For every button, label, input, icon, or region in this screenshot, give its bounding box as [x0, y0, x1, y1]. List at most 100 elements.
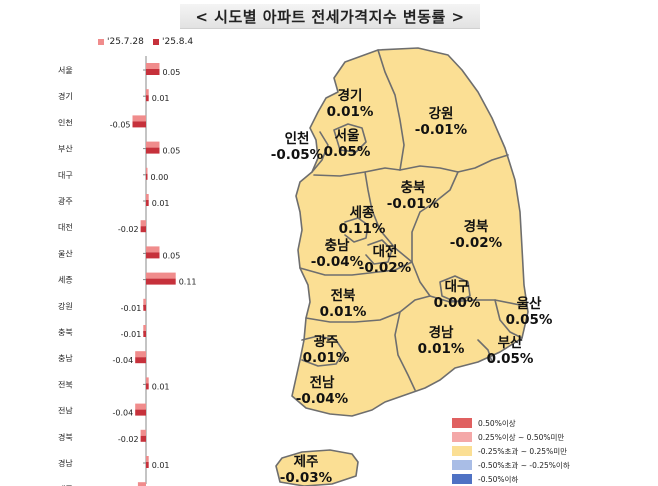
bar-value-label: 0.05	[163, 68, 181, 77]
border-sejong	[344, 217, 369, 243]
chart-title-bar: < 시도별 아파트 전세가격지수 변동률 >	[180, 4, 480, 29]
bar-prev	[137, 482, 146, 486]
map-region-name: 인천	[284, 131, 310, 147]
map-region-name: 충북	[400, 180, 426, 196]
map-label-gyeongbuk: 경북 -0.02%	[450, 219, 502, 251]
map-legend-swatch	[452, 460, 472, 470]
map-label-sejong: 세종 0.11%	[339, 205, 386, 237]
bar-prev	[140, 429, 146, 436]
map-label-gwangju: 광주 0.01%	[303, 334, 350, 366]
bar-curr	[146, 278, 176, 285]
mainland-outline	[291, 47, 529, 417]
bar-category-label: 광주	[58, 196, 73, 206]
border-jeonbuk-south	[305, 295, 431, 323]
bar-value-label: 0.11	[179, 278, 197, 287]
map-region-name: 경북	[463, 219, 489, 235]
map-label-jeju: 제주 -0.03%	[280, 454, 332, 486]
bar-value-label: 0.00	[151, 173, 169, 182]
bar-value-label: -0.04	[112, 409, 133, 418]
map-legend-row: 0.25%이상 ~ 0.50%미만	[452, 430, 570, 444]
bar-value-label: -0.02	[118, 435, 139, 444]
map-region-value: -0.01%	[414, 122, 468, 138]
map-region-name: 전북	[330, 288, 356, 304]
bar-curr	[146, 69, 160, 75]
bar-value-label: 0.01	[152, 94, 170, 103]
bar-curr	[146, 252, 160, 259]
bar-category-label: 경기	[58, 91, 73, 101]
map-region-name: 충남	[324, 238, 350, 254]
map-region-name: 서울	[334, 128, 360, 144]
bar-value-label: 0.05	[163, 251, 181, 260]
map-legend-row: -0.50%초과 ~ -0.25%이하	[452, 458, 570, 472]
jeju-island	[275, 449, 359, 486]
border-chungbuk-west	[364, 171, 413, 263]
map-region-value: -0.04%	[295, 391, 349, 407]
bar-curr	[140, 435, 146, 442]
legend-swatch-curr	[153, 39, 159, 45]
bar-prev	[146, 194, 149, 200]
bar-prev	[143, 325, 146, 331]
map-legend-label: -0.25%초과 ~ 0.25%미만	[478, 446, 568, 456]
bar-prev	[146, 89, 149, 96]
map-legend-swatch	[452, 432, 472, 442]
bar-curr	[135, 409, 146, 416]
map-legend-row: 0.50%이상	[452, 416, 570, 430]
bar-category-label: 세종	[58, 276, 73, 285]
map-label-incheon: 인천 -0.05%	[271, 131, 323, 163]
map-legend-swatch	[452, 446, 472, 456]
bar-curr	[132, 121, 146, 128]
border-chungbuk-east	[411, 171, 459, 263]
bar-category-label: 울산	[58, 248, 73, 258]
bar-category-label: 대전	[58, 222, 73, 232]
legend-swatch-prev	[98, 39, 104, 45]
bar-prev	[146, 141, 160, 148]
map-region-name: 대구	[444, 279, 470, 295]
map-legend-label: 0.50%이상	[478, 418, 516, 428]
map-region-value: 0.01%	[326, 104, 374, 120]
map-label-gyeongnam: 경남 0.01%	[418, 325, 465, 357]
map-region-value: -0.04%	[310, 254, 364, 270]
bar-prev	[146, 246, 160, 253]
border-ulsan	[494, 299, 523, 339]
bar-prev	[140, 220, 146, 227]
bar-value-label: 0.05	[163, 147, 181, 156]
map-label-busan: 부산 0.05%	[487, 335, 534, 367]
map-region-name: 대전	[372, 244, 398, 260]
bar-curr	[146, 200, 149, 206]
legend-item-curr: '25.8.4	[153, 37, 193, 47]
border-daejeon	[365, 239, 393, 265]
bar-value-label: -0.01	[121, 304, 142, 313]
bar-category-label: 서울	[58, 66, 73, 75]
map-label-jeonnam: 전남 -0.04%	[296, 375, 348, 407]
map-region-value: 0.05%	[486, 351, 534, 367]
map-legend-label: 0.25%이상 ~ 0.50%미만	[478, 432, 565, 442]
bar-category-label: 충북	[58, 328, 73, 337]
bar-value-label: -0.05	[110, 120, 131, 129]
bar-curr	[140, 226, 146, 233]
bar-value-label: 0.01	[152, 461, 170, 470]
bar-curr	[146, 147, 160, 154]
bar-curr	[146, 95, 149, 102]
bar-curr	[143, 331, 146, 337]
map-region-name: 제주	[293, 454, 319, 470]
map-label-gangwon: 강원 -0.01%	[415, 106, 467, 138]
border-gyeonggi-gangwon	[377, 49, 405, 171]
map-region-name: 강원	[428, 106, 454, 122]
map-label-seoul: 서울 0.05%	[324, 128, 371, 160]
map-region-name: 세종	[349, 205, 375, 221]
bar-value-label: -0.04	[112, 356, 133, 365]
bar-prev	[146, 63, 160, 69]
bar-prev	[146, 272, 176, 279]
bar-value-label: 0.01	[152, 199, 170, 208]
map-label-chungbuk: 충북 -0.01%	[387, 180, 439, 212]
bar-category-label: 경북	[58, 432, 73, 442]
bar-value-label: -0.01	[121, 330, 142, 339]
bar-value-label: -0.02	[118, 225, 139, 234]
border-incheon	[311, 131, 329, 173]
map-region-value: -0.01%	[386, 196, 440, 212]
bar-prev	[146, 377, 149, 384]
map-label-jeonbuk: 전북 0.01%	[320, 288, 367, 320]
border-gwangju	[301, 335, 345, 367]
